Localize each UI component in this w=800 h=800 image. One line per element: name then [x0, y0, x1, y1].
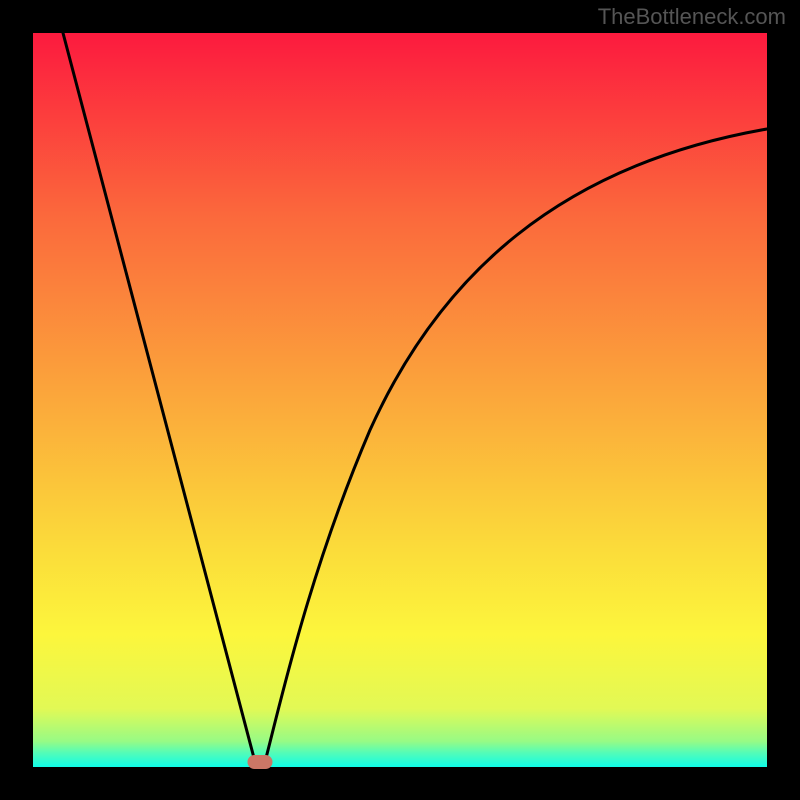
watermark-text: TheBottleneck.com — [598, 4, 786, 30]
curve-overlay — [0, 0, 800, 800]
curve-right-arc — [266, 129, 767, 758]
curve-left-line — [63, 33, 254, 758]
minimum-marker — [248, 755, 273, 769]
chart-container: TheBottleneck.com — [0, 0, 800, 800]
